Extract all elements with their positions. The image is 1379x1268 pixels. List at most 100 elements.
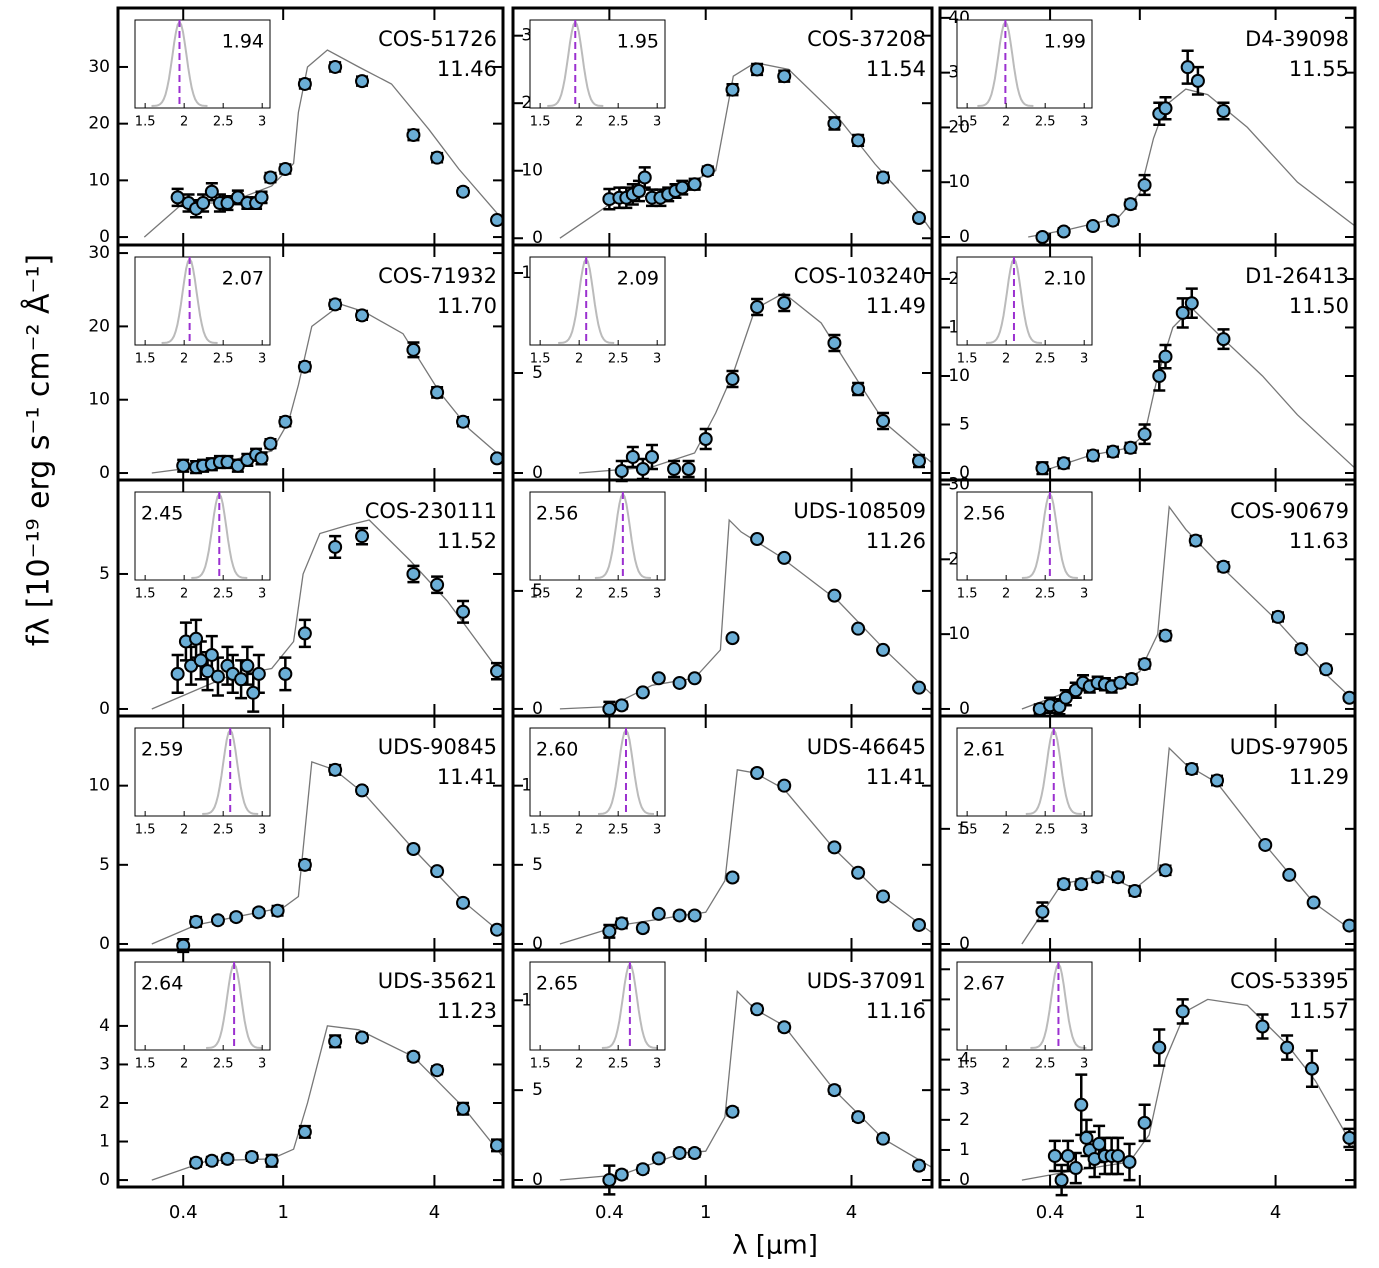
y-tick-label: 5 [99, 564, 110, 584]
inset-tick-label: 3 [258, 587, 266, 602]
object-name: COS-230111 [365, 499, 497, 523]
inset-frame [529, 961, 666, 1051]
object-name: COS-37208 [807, 27, 926, 51]
data-point [672, 908, 687, 923]
object-name: COS-51726 [378, 27, 497, 51]
stellar-mass: 11.29 [1289, 765, 1349, 789]
data-point [297, 1124, 312, 1139]
data-point [750, 1002, 765, 1017]
data-point [1056, 224, 1071, 239]
object-name: UDS-108509 [793, 499, 926, 523]
data-point [1058, 690, 1073, 705]
data-point [355, 529, 370, 544]
data-point [1258, 837, 1273, 852]
object-name: UDS-35621 [378, 969, 497, 993]
y-tick-label: 0 [532, 463, 543, 483]
stellar-mass: 11.57 [1289, 999, 1349, 1023]
data-point [614, 916, 629, 931]
data-point [912, 917, 927, 932]
y-axis-label: fλ [10⁻¹⁹ erg s⁻¹ cm⁻² Å⁻¹] [21, 254, 57, 646]
data-point [1137, 1115, 1152, 1130]
y-tick-label: 5 [959, 415, 970, 435]
object-name: UDS-46645 [807, 735, 926, 759]
data-point [698, 432, 713, 446]
y-tick-label: 20 [88, 114, 110, 134]
inset-tick-label: 3 [653, 1057, 661, 1072]
data-point [490, 1138, 505, 1153]
x-axis-label: λ [μm] [732, 1231, 818, 1261]
data-point [725, 631, 740, 646]
y-tick-label: 5 [532, 855, 543, 875]
data-point [625, 450, 640, 464]
data-point [912, 454, 927, 468]
stellar-mass: 11.41 [437, 765, 497, 789]
data-point [827, 840, 842, 855]
panel: 0 10 20 30 COS-51726 11.46 1.5 2 2.5 3 1.94 [88, 6, 505, 247]
data-point [651, 671, 666, 686]
data-point [644, 450, 659, 464]
data-point [355, 74, 370, 89]
y-tick-label: 10 [948, 624, 970, 644]
redshift-label: 2.59 [141, 739, 183, 761]
stellar-mass: 11.46 [437, 57, 497, 81]
data-point [681, 462, 696, 476]
panel: 0 5 10 UDS-90845 11.41 1.5 2 2.5 3 2.59 [88, 714, 505, 954]
data-point [278, 414, 293, 429]
data-point [170, 190, 185, 205]
data-point [355, 308, 370, 323]
inset-frame [134, 491, 271, 581]
y-tick-label: 0 [532, 228, 543, 248]
data-point [687, 671, 702, 686]
model-spectrum [1028, 88, 1356, 238]
model-spectrum [151, 1025, 504, 1181]
redshift-label: 2.56 [536, 503, 578, 525]
inset-tick-label: 2.5 [608, 1057, 629, 1072]
y-tick-label: 5 [959, 819, 970, 839]
inset-frame [529, 256, 666, 346]
stellar-mass: 11.26 [866, 529, 926, 553]
inset-tick-label: 1.5 [957, 352, 978, 367]
y-tick-label: 5 [532, 1080, 543, 1100]
data-point [328, 539, 343, 554]
data-point [1255, 1019, 1270, 1034]
stellar-mass: 11.41 [866, 765, 926, 789]
inset-tick-label: 2 [575, 352, 583, 367]
model-spectrum [1021, 746, 1356, 945]
data-point [297, 626, 312, 641]
x-tick-label: 1 [277, 1202, 288, 1223]
inset-tick-label: 2 [180, 587, 188, 602]
inset-tick-label: 1.5 [957, 1057, 978, 1072]
inset-tick-label: 2 [575, 115, 583, 130]
inset-tick-label: 1.5 [135, 587, 156, 602]
inset-tick-label: 2 [575, 587, 583, 602]
redshift-label: 2.61 [963, 739, 1005, 761]
stellar-mass: 11.52 [437, 529, 497, 553]
data-point [297, 76, 312, 91]
data-point [651, 906, 666, 921]
data-point [777, 550, 792, 565]
redshift-label: 1.95 [617, 31, 659, 53]
data-point [1216, 332, 1231, 347]
data-point [876, 170, 891, 185]
y-tick-label: 0 [959, 463, 970, 483]
inset-tick-label: 2 [1002, 352, 1010, 367]
data-point [1035, 230, 1050, 245]
data-point [1068, 1161, 1083, 1176]
data-point [1074, 1097, 1089, 1112]
data-point [229, 910, 244, 925]
x-tick-label: 1 [700, 1202, 711, 1223]
object-name: COS-103240 [794, 264, 926, 288]
data-point [430, 385, 445, 400]
data-point [1270, 609, 1285, 624]
data-point [270, 903, 285, 918]
redshift-label: 2.65 [536, 973, 578, 995]
y-tick-label: 3 [959, 1080, 970, 1100]
data-point [1158, 101, 1173, 116]
x-tick-label: 0.4 [1036, 1202, 1065, 1223]
data-point [614, 698, 629, 713]
data-point [456, 184, 471, 199]
data-point [725, 870, 740, 885]
data-point [1127, 884, 1142, 899]
data-point [725, 82, 740, 97]
